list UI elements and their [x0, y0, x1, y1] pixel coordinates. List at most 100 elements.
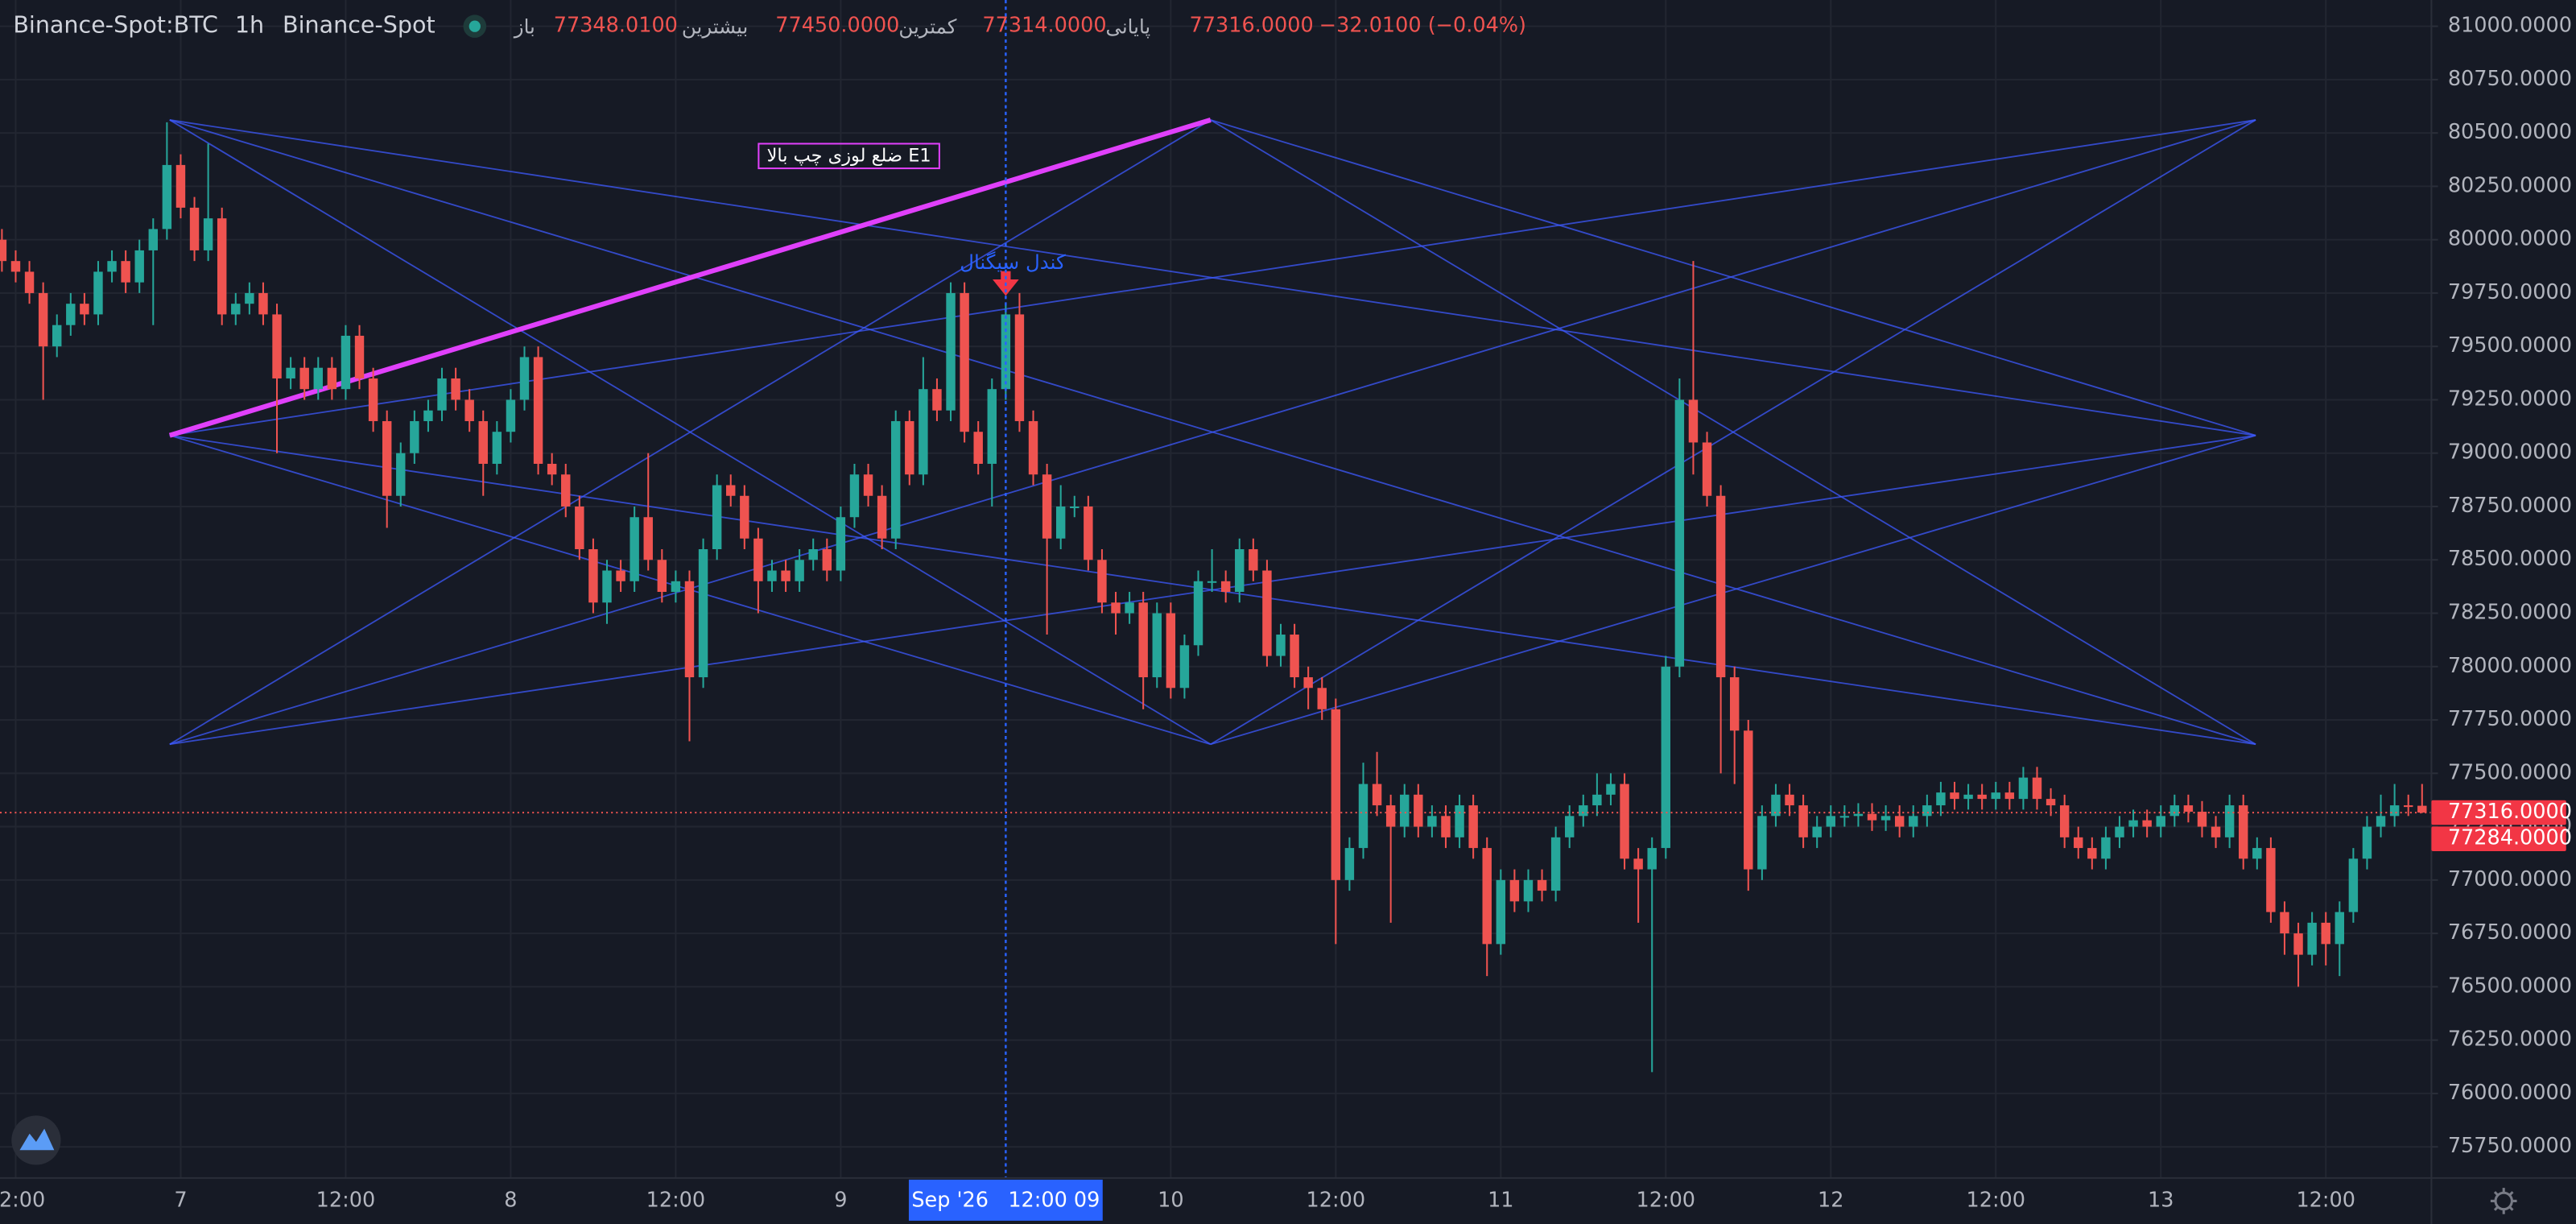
candle-body	[1744, 730, 1753, 870]
y-tick-label: 79250.0000	[2448, 387, 2572, 411]
y-tick-label: 77750.0000	[2448, 707, 2572, 731]
symbol: Binance-Spot:BTC	[13, 11, 218, 39]
candle-body	[2348, 858, 2359, 912]
candle-body	[2239, 805, 2248, 859]
candle-body	[1207, 581, 1217, 583]
exchange: Binance-Spot	[283, 11, 436, 39]
candle-body	[822, 549, 832, 571]
candle-body	[162, 164, 172, 229]
legend-header: Binance-Spot:BTC 1h Binance-Spot باز 773…	[13, 11, 1526, 39]
candle-body	[1235, 549, 1245, 593]
candle-body	[1427, 816, 1437, 827]
candle-body	[2266, 848, 2276, 912]
low-value: 77314.0000	[982, 14, 1106, 38]
logo[interactable]	[11, 1115, 61, 1165]
candle-body	[2156, 816, 2165, 827]
logo-icon[interactable]	[19, 1128, 55, 1151]
candle-body	[2128, 820, 2138, 827]
candle-body	[877, 495, 887, 539]
candle-body	[1509, 879, 1520, 902]
candle-body	[451, 378, 460, 400]
candle-body	[849, 474, 860, 518]
candle-body	[368, 378, 378, 421]
candle-body	[2074, 837, 2083, 849]
candle-body	[478, 420, 488, 464]
candle-body	[2334, 912, 2345, 945]
candle-body	[2032, 777, 2042, 800]
candle-body	[396, 453, 406, 496]
candle-body	[2183, 805, 2194, 813]
x-tick-label: 12	[1818, 1188, 1843, 1212]
y-tick-label: 77500.0000	[2448, 760, 2572, 784]
candle-body	[684, 581, 695, 678]
x-tick-label: 10	[1158, 1188, 1183, 1212]
y-tick-label: 76250.0000	[2448, 1028, 2572, 1052]
interval: 1h	[235, 11, 264, 39]
candle-body	[561, 474, 571, 507]
candle-body	[189, 207, 200, 250]
candle-body	[272, 314, 282, 378]
candle-body	[1014, 314, 1025, 421]
candle-body	[2224, 805, 2235, 837]
y-tick-label: 78750.0000	[2448, 494, 2572, 518]
price-label-box	[2431, 800, 2566, 825]
y-tick-label: 79500.0000	[2448, 333, 2572, 358]
crosshair-box	[908, 1179, 1103, 1221]
candle-body	[1496, 879, 1506, 945]
candle-body	[1152, 613, 1162, 678]
annotation-label: ضلع لوزی چپ بالا E1	[767, 145, 931, 166]
candle-body	[2197, 812, 2207, 827]
candle-body	[2376, 816, 2386, 827]
settings-button[interactable]	[2490, 1188, 2517, 1214]
candle-body	[382, 420, 392, 496]
candle-body	[1482, 848, 1492, 945]
candle-body	[1550, 837, 1561, 891]
candle-body	[1977, 794, 1987, 800]
candle-body	[1001, 314, 1011, 390]
candle-body	[354, 335, 365, 378]
candle-body	[630, 517, 639, 581]
drawings	[168, 118, 2256, 746]
candle-body	[1839, 816, 1850, 818]
candle-body	[1193, 581, 1203, 646]
candle-body	[245, 292, 254, 304]
candle-body	[1702, 442, 1712, 496]
y-tick-label: 75750.0000	[2448, 1134, 2572, 1158]
candle-body	[808, 549, 818, 560]
candle-body	[2059, 805, 2070, 837]
logo-badge[interactable]	[11, 1115, 61, 1165]
candle-body	[1963, 794, 1973, 800]
candle-body	[2417, 805, 2427, 813]
candle-body	[1867, 813, 1877, 821]
candle-body	[712, 485, 722, 550]
candle-body	[217, 218, 227, 315]
x-tick-label: 12:00	[316, 1188, 376, 1212]
candle-body	[2169, 805, 2180, 817]
candle-body	[1936, 792, 1946, 806]
candle-body	[1729, 677, 1740, 731]
x-tick-label: 12:00	[1307, 1188, 1366, 1212]
candle-body	[2101, 837, 2111, 859]
candle-body	[1812, 826, 1822, 837]
candle-body	[1909, 816, 1918, 827]
candle-body	[1853, 813, 1864, 817]
candle-body	[1358, 784, 1368, 849]
candle-body	[1523, 879, 1534, 902]
candle-body	[1084, 506, 1093, 560]
candle-body	[973, 432, 983, 464]
pattern-line	[169, 119, 2256, 436]
candle-body	[781, 570, 791, 581]
candle-body	[506, 399, 516, 432]
candle-body	[2362, 826, 2372, 859]
y-tick-label: 80500.0000	[2448, 120, 2572, 144]
x-tick-label: 12:00	[2296, 1188, 2355, 1212]
candle-body	[946, 292, 956, 411]
candle-body	[2211, 826, 2221, 837]
candle-body	[24, 271, 35, 293]
candle-body	[643, 517, 653, 560]
annotation-box	[758, 143, 940, 170]
candle-body	[1894, 816, 1905, 827]
settings-rays[interactable]	[2490, 1188, 2517, 1214]
y-tick-label: 76750.0000	[2448, 920, 2572, 945]
